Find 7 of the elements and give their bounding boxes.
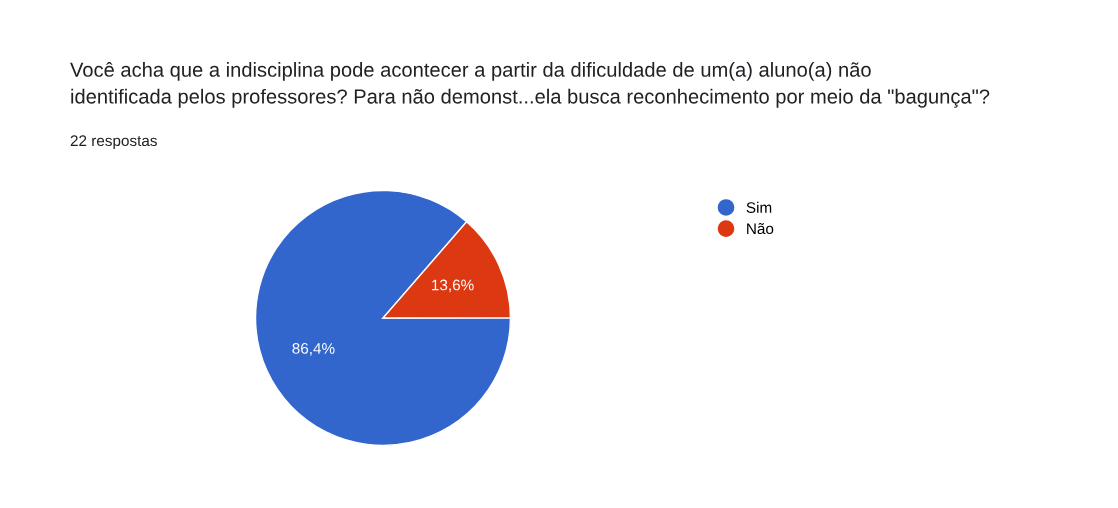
legend-label: Não xyxy=(747,222,774,235)
data-label: 13,6% xyxy=(432,279,474,293)
text: 22 respostas xyxy=(70,135,157,150)
chart-title: Você acha que a indisciplina pode acontecer a partir da dificuldade de um(a) aluno(a) não identificada pelos professores? Para não demonst...ela busca reconhecimento por meio da "bagunça"? xyxy=(70,62,990,108)
data-label: 86,4% xyxy=(292,343,335,356)
legend-label: Sim xyxy=(746,201,772,213)
pie-slice xyxy=(254,189,512,447)
